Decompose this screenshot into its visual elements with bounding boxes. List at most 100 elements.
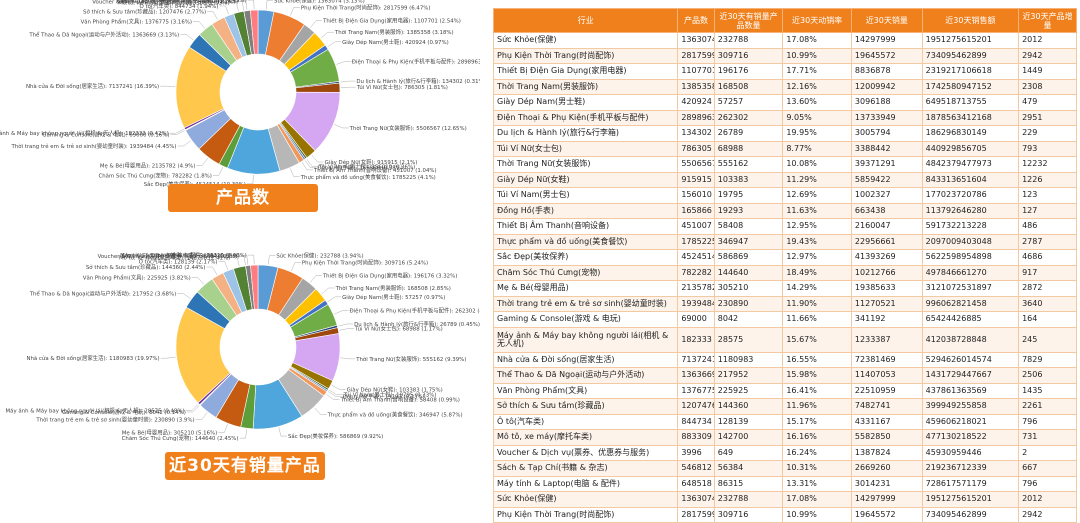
table-cell: 230890 — [714, 296, 783, 312]
pie-label: Sức Khỏe(保健): 232788 (3.94%) — [276, 252, 363, 260]
table-cell: Mô tô, xe máy(摩托车类) — [494, 430, 678, 446]
table-cell: 1449 — [1019, 64, 1077, 80]
table-cell: Giày Dép Nam(男士鞋) — [494, 95, 678, 111]
table-cell: 1742580947152 — [922, 79, 1018, 95]
table-cell: 459606218021 — [922, 414, 1018, 430]
table-cell: 144640 — [714, 265, 783, 281]
pie-leader-line — [180, 34, 193, 40]
table-cell: Gaming & Console(游戏 & 电玩) — [494, 312, 678, 328]
pie-label: Thiết Bị Âm Thanh(音响设备): 58408 (0.99%) — [340, 395, 460, 403]
pie-leader-line — [213, 167, 223, 175]
table-cell: Máy tính & Laptop(电脑 & 配件) — [494, 476, 678, 492]
table-cell: 19645572 — [851, 48, 922, 64]
table-cell: 3388442 — [851, 141, 922, 157]
pie-leader-line — [196, 413, 208, 420]
table-cell: 103383 — [714, 172, 783, 188]
table-cell: 734095462899 — [922, 48, 1018, 64]
table-cell: 1363074 — [678, 33, 714, 49]
table-cell: 3014231 — [851, 476, 922, 492]
table-cell: 68988 — [714, 141, 783, 157]
table-cell: 9.05% — [783, 110, 852, 126]
pie-label: Du lịch & Hành lý(旅行&行李箱): 134302 (0.31%… — [356, 77, 480, 85]
table-cell: 15.17% — [783, 414, 852, 430]
table-cell: 1233387 — [851, 327, 922, 352]
table-cell: 420924 — [678, 95, 714, 111]
table-cell: 19293 — [714, 203, 783, 219]
pie-label: Thời Trang Nữ(女装服饰): 555162 (9.39%) — [355, 355, 466, 363]
table-cell: Sức Khỏe(保健) — [494, 492, 678, 508]
table-cell: 19.95% — [783, 126, 852, 142]
table-cell: 1385358 — [678, 79, 714, 95]
col-product-count: 产品数 — [678, 9, 714, 33]
table-cell: 399949255858 — [922, 399, 1018, 415]
table-cell: 2942 — [1019, 507, 1077, 523]
table-cell: 13.60% — [783, 95, 852, 111]
pie-leader-line — [207, 267, 217, 275]
table-cell: 2135782 — [678, 281, 714, 297]
table-cell: 11.96% — [783, 399, 852, 415]
table-cell: 3005794 — [851, 126, 922, 142]
table-cell: Thiết Bị Điện Gia Dụng(家用电器) — [494, 64, 678, 80]
pie-label: Điện Thoại & Phụ Kiện(手机平板与配件): 2898963 … — [352, 58, 480, 66]
table-cell: 1363669 — [678, 368, 714, 384]
table-cell: 1785225 — [678, 234, 714, 250]
pie-label: Giày Dép Nam(男士鞋): 57257 (0.97%) — [342, 293, 445, 301]
pie-label: Sắc Đẹp(美妆保养): 586869 (9.92%) — [288, 432, 383, 440]
table-cell: 12.97% — [783, 250, 852, 266]
pie-leader-line — [170, 129, 184, 133]
table-cell: 217952 — [714, 368, 783, 384]
table-cell: 915915 — [678, 172, 714, 188]
table-cell: 793 — [1019, 141, 1077, 157]
pie-label: Thời trang trẻ em & trẻ sơ sinh(婴幼童时装): … — [10, 142, 176, 150]
table-cell: 19645572 — [851, 507, 922, 523]
pie-label: Sức Khỏe(保健): 1363074 (3.13%) — [274, 0, 365, 4]
table-cell: 39371291 — [851, 157, 922, 173]
pie-label: Thực phẩm và đồ uống(美食餐饮): 1785225 (4.1… — [300, 173, 436, 181]
table-cell: 2506 — [1019, 368, 1077, 384]
pie-label: Thời Trang Nam(男装服饰): 1385358 (3.18%) — [334, 28, 454, 36]
col-industry: 行业 — [494, 9, 678, 33]
table-cell: 591732213228 — [922, 219, 1018, 235]
table-cell: 2012 — [1019, 492, 1077, 508]
table-cell: Sắc Đẹp(美妆保养) — [494, 250, 678, 266]
table-cell: 440929856705 — [922, 141, 1018, 157]
table-cell: 3996 — [678, 445, 714, 461]
pie-label: Thể Thao & Dã Ngoại(运动与户外活动): 1363669 (3… — [28, 30, 179, 38]
pie-leader-line — [332, 385, 346, 389]
pie-leader-line — [340, 81, 355, 82]
pie-leader-line — [328, 297, 342, 302]
table-cell: 245 — [1019, 327, 1077, 352]
table-cell: 65424426885 — [922, 312, 1018, 328]
pie-label: Máy ảnh & Máy bay không người lái(相机 & 无… — [6, 407, 185, 415]
table-cell: Thời Trang Nữ(女装服饰) — [494, 157, 678, 173]
table-cell: 7482741 — [851, 399, 922, 415]
table-cell: 451007 — [678, 219, 714, 235]
table-cell: 1431729447667 — [922, 368, 1018, 384]
pie-label: Thời Trang Nữ(女装服饰): 5506567 (12.65%) — [349, 124, 467, 132]
pie-leader-line — [171, 131, 185, 135]
pie-label: Chăm Sóc Thú Cưng(宠物): 782282 (1.8%) — [98, 171, 211, 179]
table-cell: 11.66% — [783, 312, 852, 328]
table-cell: 2951 — [1019, 110, 1077, 126]
table-cell: Mẹ & Bé(母婴用品) — [494, 281, 678, 297]
table-cell: 731 — [1019, 430, 1077, 446]
table-cell: 41393269 — [851, 250, 922, 266]
table-cell: 7829 — [1019, 352, 1077, 368]
pie-label: Mẹ & Bé(母婴用品): 2135782 (4.9%) — [100, 162, 196, 169]
table-cell: 127 — [1019, 203, 1077, 219]
pie-leader-line — [161, 357, 176, 358]
